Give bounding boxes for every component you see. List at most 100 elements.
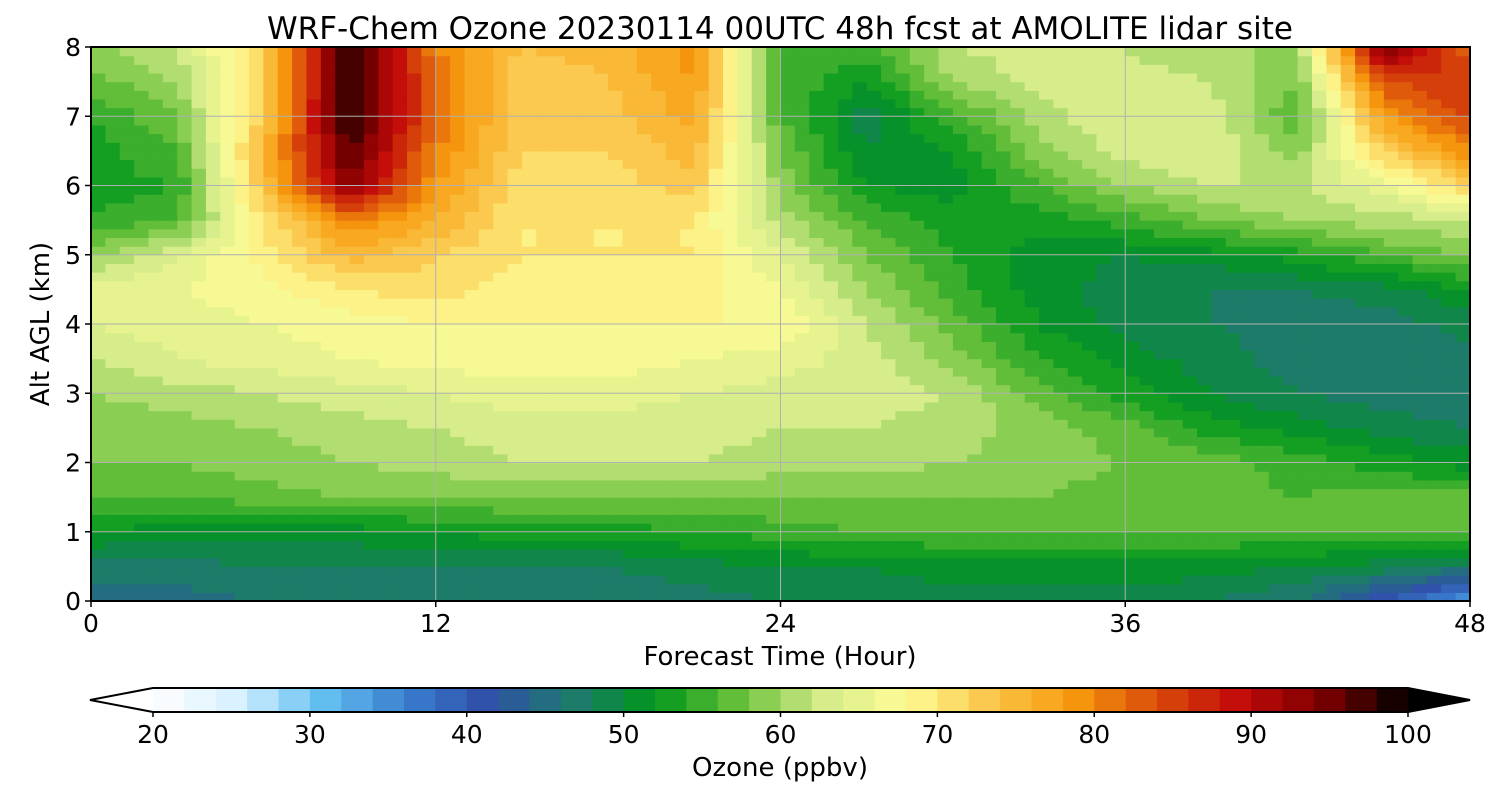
heatmap-cell	[263, 557, 279, 567]
heatmap-cell	[1426, 540, 1442, 550]
heatmap-cell	[464, 445, 480, 455]
heatmap-cell	[335, 298, 351, 308]
heatmap-cell	[493, 185, 509, 195]
heatmap-cell	[622, 150, 638, 161]
heatmap-cell	[320, 540, 336, 550]
heatmap-cell	[766, 488, 782, 498]
heatmap-cell	[1355, 220, 1371, 230]
heatmap-cell	[665, 237, 681, 247]
heatmap-cell	[837, 549, 853, 559]
heatmap-cell	[565, 384, 580, 394]
heatmap-cell	[866, 246, 882, 256]
heatmap-cell	[277, 523, 293, 533]
heatmap-cell	[1168, 479, 1184, 490]
heatmap-cell	[320, 479, 336, 490]
heatmap-cell	[809, 220, 825, 230]
heatmap-cell	[1326, 306, 1342, 316]
heatmap-cell	[1039, 349, 1055, 360]
heatmap-cell	[205, 401, 221, 412]
heatmap-cell	[1355, 185, 1371, 195]
heatmap-cell	[1082, 488, 1098, 498]
heatmap-cell	[1254, 358, 1270, 368]
heatmap-cell	[565, 272, 580, 282]
heatmap-cell	[464, 427, 480, 438]
heatmap-cell	[967, 289, 983, 299]
heatmap-cell	[536, 220, 552, 230]
heatmap-cell	[1412, 220, 1428, 230]
heatmap-cell	[1053, 488, 1069, 498]
heatmap-cell	[1455, 436, 1470, 446]
heatmap-cell	[478, 462, 494, 472]
heatmap-cell	[521, 254, 537, 265]
heatmap-cell	[1326, 531, 1342, 542]
heatmap-cell	[407, 341, 422, 351]
heatmap-cell	[205, 583, 221, 593]
heatmap-cell	[665, 176, 681, 187]
heatmap-cell	[837, 514, 853, 524]
heatmap-cell	[493, 324, 509, 334]
heatmap-cell	[1096, 445, 1112, 455]
heatmap-cell	[924, 436, 940, 446]
heatmap-cell	[507, 427, 523, 438]
heatmap-cell	[1182, 479, 1198, 490]
heatmap-cell	[895, 211, 911, 221]
heatmap-cell	[1096, 479, 1112, 490]
heatmap-cell	[292, 358, 308, 368]
heatmap-cell	[249, 349, 264, 360]
heatmap-cell	[464, 505, 480, 516]
heatmap-cell	[507, 471, 523, 481]
heatmap-cell	[249, 280, 264, 290]
heatmap-cell	[780, 566, 796, 576]
heatmap-cell	[162, 168, 178, 178]
heatmap-cell	[521, 436, 537, 446]
heatmap-cell	[809, 306, 825, 316]
heatmap-cell	[478, 306, 494, 316]
heatmap-cell	[1441, 349, 1457, 360]
heatmap-cell	[263, 471, 279, 481]
heatmap-cell	[320, 220, 336, 230]
heatmap-cell	[1340, 583, 1356, 593]
heatmap-cell	[1182, 583, 1198, 593]
heatmap-cell	[1355, 168, 1371, 178]
heatmap-cell	[1254, 202, 1270, 213]
heatmap-cell	[191, 531, 207, 542]
heatmap-cell	[536, 324, 552, 334]
heatmap-cell	[866, 349, 882, 360]
heatmap-cell	[1311, 202, 1327, 213]
heatmap-cell	[737, 583, 753, 593]
heatmap-cell	[1125, 557, 1141, 567]
heatmap-cell	[1340, 540, 1356, 550]
heatmap-cell	[1369, 349, 1385, 360]
heatmap-cell	[1067, 557, 1083, 567]
heatmap-cell	[220, 566, 236, 576]
heatmap-cell	[335, 479, 351, 490]
heatmap-cell	[1283, 384, 1299, 394]
heatmap-cell	[751, 566, 767, 576]
heatmap-cell	[493, 453, 509, 464]
heatmap-cell	[392, 349, 408, 360]
heatmap-cell	[852, 514, 868, 524]
heatmap-cell	[852, 298, 868, 308]
heatmap-cell	[220, 410, 236, 420]
heatmap-cell	[924, 185, 940, 195]
heatmap-cell	[1398, 505, 1414, 516]
heatmap-cell	[751, 341, 767, 351]
heatmap-cell	[1139, 315, 1155, 325]
heatmap-cell	[1426, 202, 1442, 213]
heatmap-cell	[1125, 211, 1141, 221]
heatmap-cell	[493, 263, 509, 273]
heatmap-cell	[1369, 479, 1385, 490]
heatmap-cell	[220, 246, 236, 256]
heatmap-cell	[679, 436, 695, 446]
heatmap-cell	[1369, 254, 1385, 265]
heatmap-cell	[995, 436, 1011, 446]
heatmap-cell	[794, 272, 810, 282]
heatmap-cell	[1412, 575, 1428, 585]
heatmap-cell	[205, 315, 221, 325]
heatmap-cell	[1254, 176, 1270, 187]
heatmap-cell	[679, 358, 695, 368]
heatmap-cell	[608, 220, 624, 230]
heatmap-cell	[521, 237, 537, 247]
heatmap-cell	[751, 540, 767, 550]
heatmap-cell	[967, 228, 983, 239]
